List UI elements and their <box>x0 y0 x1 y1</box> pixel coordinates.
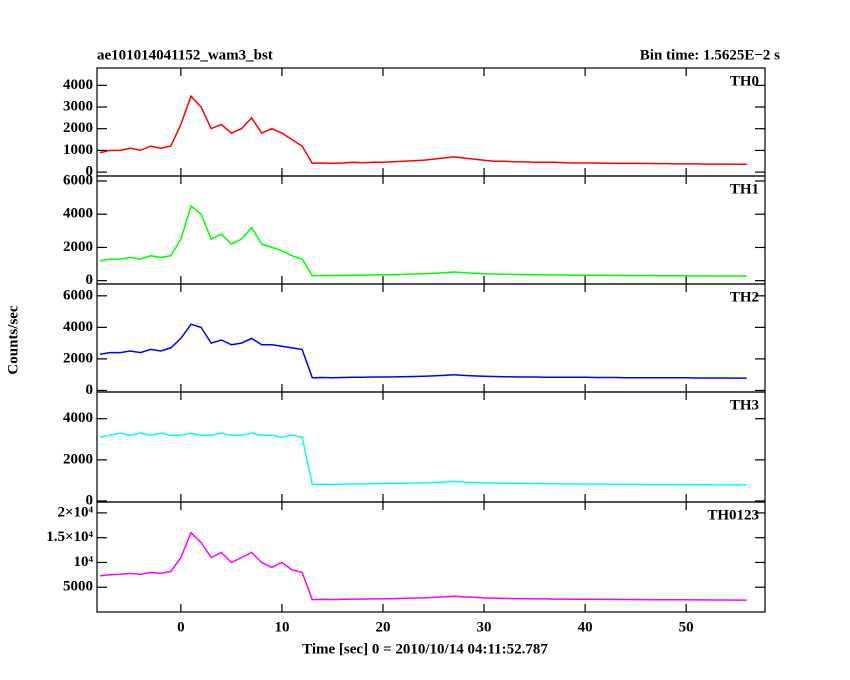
y-tick-label: 2×10⁴ <box>57 504 93 520</box>
x-tick-label: 20 <box>375 619 390 635</box>
light-curve <box>99 94 747 166</box>
light-curve <box>99 531 747 601</box>
y-tick-label: 4000 <box>63 319 93 335</box>
legend-label: TH1 <box>730 181 759 197</box>
legend-label: TH0123 <box>707 507 759 523</box>
y-tick-label: 1000 <box>63 142 93 158</box>
y-tick-label: 5000 <box>63 579 93 595</box>
light-curve <box>99 204 747 277</box>
x-axis-label: Time [sec] 0 = 2010/10/14 04:11:52.787 <box>302 641 548 657</box>
y-tick-label: 6000 <box>63 287 93 303</box>
x-tick-label: 0 <box>177 619 185 635</box>
chart-title: ae101014041152_wam3_bst <box>97 47 273 63</box>
light-curve <box>99 323 747 379</box>
panel-frame <box>96 175 766 285</box>
y-tick-label: 0 <box>86 492 94 508</box>
x-tick-label: 30 <box>477 619 492 635</box>
x-tick-label: 50 <box>679 619 694 635</box>
y-tick-label: 0 <box>86 382 94 398</box>
legend-label: TH0 <box>730 73 759 89</box>
panel-frame <box>96 501 766 613</box>
x-tick-label: 40 <box>578 619 593 635</box>
light-curve <box>99 432 747 486</box>
legend-label: TH3 <box>730 397 759 413</box>
y-tick-label: 4000 <box>63 410 93 426</box>
y-tick-label: 0 <box>86 164 94 180</box>
y-tick-label: 1.5×10⁴ <box>46 529 93 545</box>
y-tick-label: 2000 <box>63 451 93 467</box>
y-tick-label: 6000 <box>63 172 93 188</box>
y-tick-label: 4000 <box>63 77 93 93</box>
y-tick-label: 2000 <box>63 239 93 255</box>
chart-subtitle: Bin time: 1.5625E−2 s <box>640 47 780 63</box>
y-tick-label: 10⁴ <box>74 554 94 570</box>
y-tick-label: 2000 <box>63 120 93 136</box>
y-tick-label: 0 <box>86 272 94 288</box>
y-tick-label: 2000 <box>63 350 93 366</box>
y-tick-label: 3000 <box>63 98 93 114</box>
legend-label: TH2 <box>730 289 759 305</box>
x-tick-label: 10 <box>274 619 289 635</box>
panel-frame <box>96 391 766 503</box>
y-axis-label: Counts/sec <box>5 305 21 375</box>
y-tick-label: 4000 <box>63 206 93 222</box>
